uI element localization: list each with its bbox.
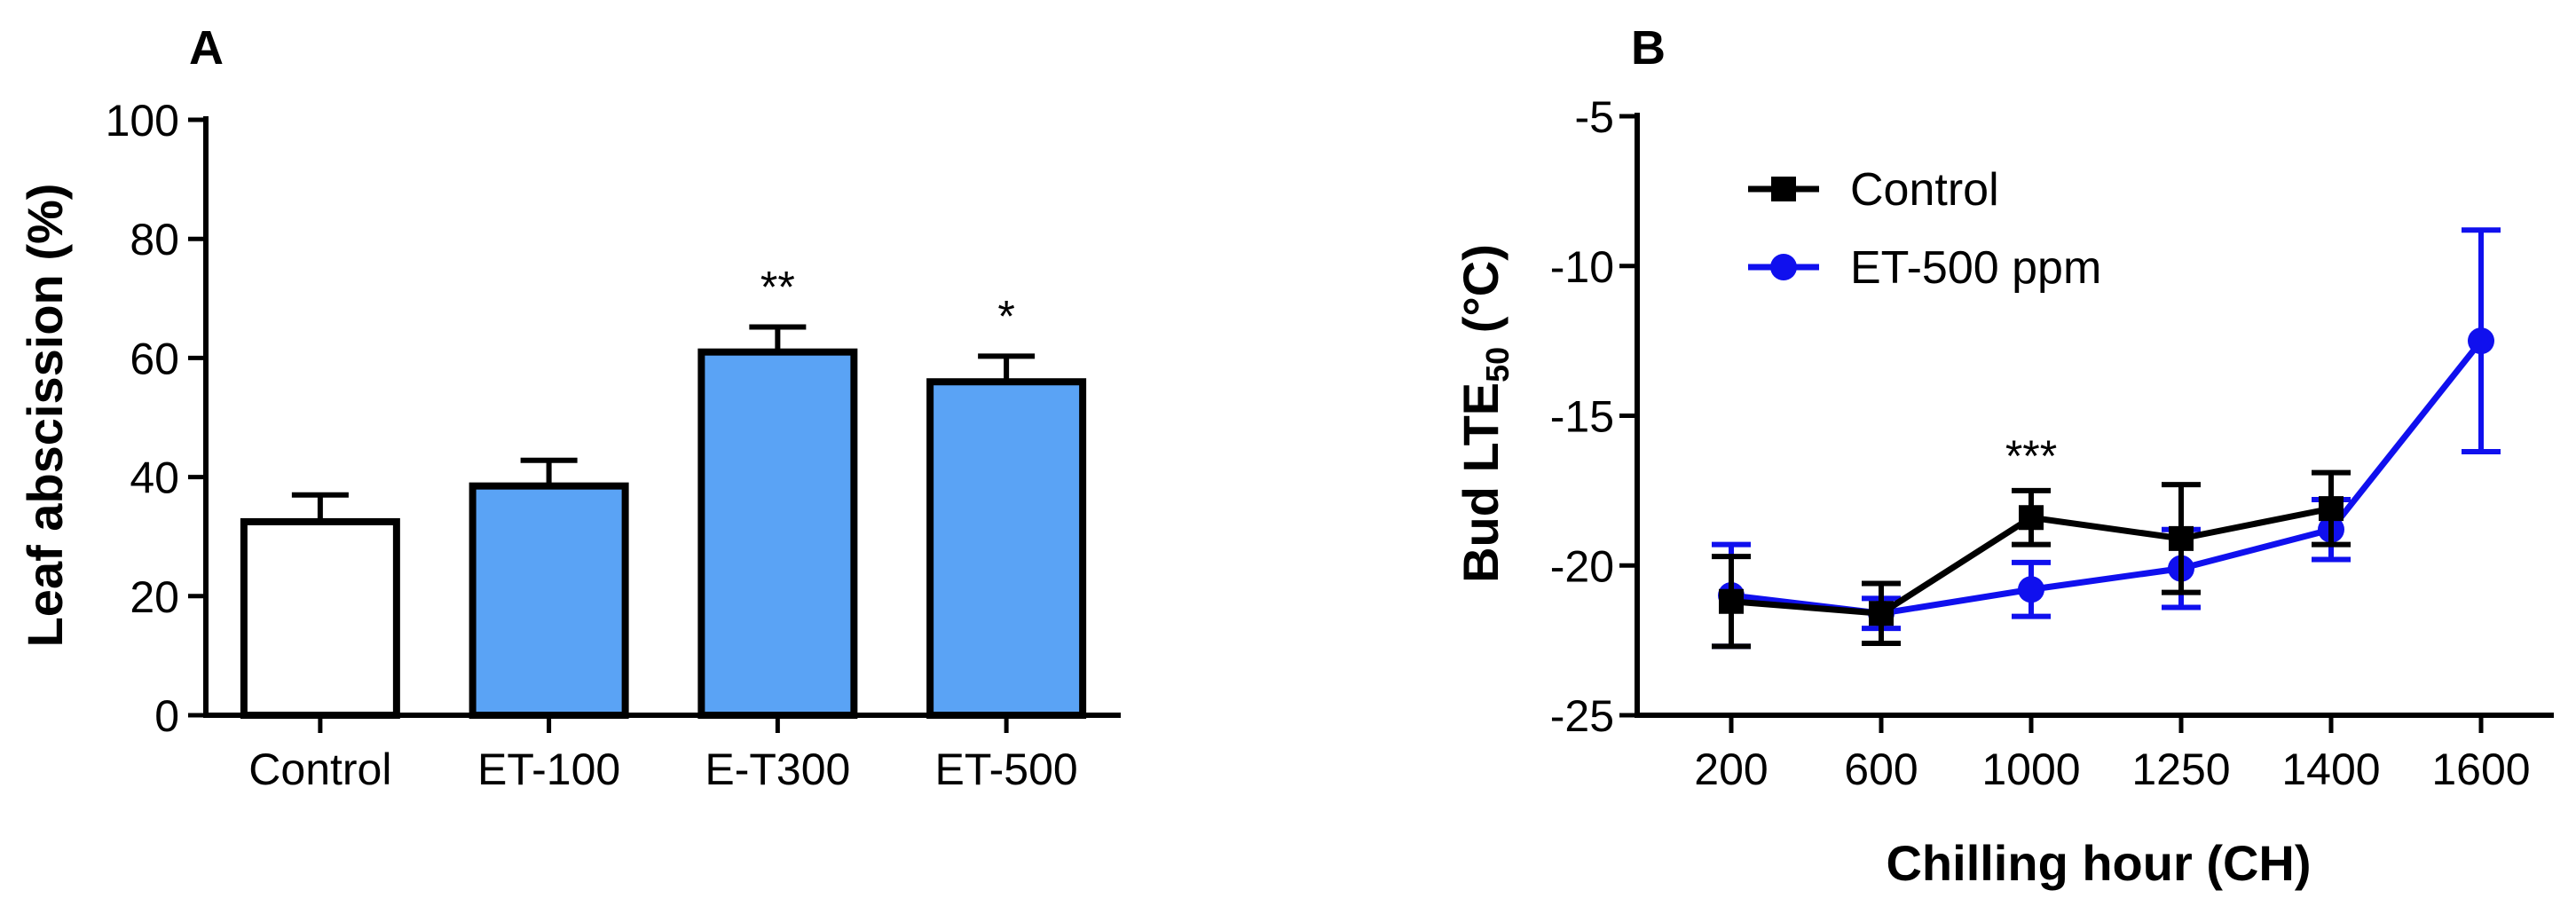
point-control	[1869, 601, 1894, 626]
panel-b-significance-label: ***	[2005, 431, 2057, 481]
panel-b-xtick-label: 600	[1844, 745, 1918, 794]
panel-a-ytick-label: 60	[130, 334, 179, 383]
panel-b-xtick-label: 200	[1694, 745, 1768, 794]
panel-a-ytick-label: 20	[130, 572, 179, 622]
panel-b-ytick-label: -15	[1550, 392, 1614, 442]
legend-label-et-500-ppm: ET-500 ppm	[1850, 242, 2101, 294]
legend-marker-et-500-ppm	[1770, 254, 1797, 280]
panel-a-bar	[926, 378, 1087, 719]
point-control	[1719, 588, 1744, 614]
point-et-500-ppm	[2018, 576, 2044, 603]
panel-a-bar	[469, 482, 629, 719]
series-line-et-500-ppm	[1730, 338, 2484, 617]
panel-b-ytick-label: -20	[1550, 541, 1614, 591]
legend-marker-control	[1771, 177, 1796, 201]
panel-a-ytick-label: 80	[130, 215, 179, 264]
point-control	[2169, 525, 2194, 551]
panel-b-ytick-label: -5	[1575, 92, 1614, 142]
panel-a-ytick-label: 0	[154, 691, 179, 741]
panel-a-significance-label: **	[760, 263, 795, 312]
panel-b-xtick-label: 1400	[2281, 745, 2380, 794]
panel-a-ylabel: Leaf abscission (%)	[17, 184, 73, 648]
panel-b-ylabel: Bud LTE50 (°C)	[1453, 244, 1516, 583]
panel-b-ytick-label: -10	[1550, 242, 1614, 292]
panel-a-xtick-label: E-T300	[705, 745, 850, 794]
panel-b-xtick-label: 1000	[1981, 745, 2080, 794]
legend-label-control: Control	[1850, 164, 1999, 216]
panel-a-bar	[240, 517, 400, 719]
panel-b-xtick-label: 1600	[2431, 745, 2530, 794]
panel-a-xtick-label: Control	[248, 745, 391, 794]
panel-b-ylabel-main: Bud LTE	[1453, 382, 1509, 583]
panel-b-letter: B	[1631, 21, 1666, 75]
panel-b-ylabel-unit: (°C)	[1453, 244, 1509, 347]
panel-b-ytick-label: -25	[1550, 691, 1614, 741]
panel-b-line-chart: -25 -20 -15 -10 -5 200 600 1000 1250 1400 1600 *** C…	[1550, 92, 2554, 794]
point-et-500-ppm	[2468, 327, 2494, 355]
panel-a-bar-chart: 0 20 40 60 80 100 Control ET-100 E-T300 ** ET-500 *	[106, 96, 1121, 794]
panel-b-ylabel-sub: 50	[1479, 347, 1516, 382]
point-control	[2019, 505, 2044, 531]
panel-a-xtick-label: ET-100	[477, 745, 620, 794]
panel-a-ytick-label: 100	[106, 96, 179, 146]
panel-b-xtick-label: 1250	[2131, 745, 2230, 794]
panel-a-ytick-label: 40	[130, 453, 179, 503]
point-control	[2319, 496, 2344, 522]
panel-a-letter: A	[189, 21, 224, 75]
panel-a-bar	[697, 348, 858, 719]
panel-b-xlabel: Chilling hour (CH)	[1886, 835, 2311, 891]
panel-a-significance-label: *	[997, 291, 1014, 341]
panel-a-xtick-label: ET-500	[935, 745, 1078, 794]
